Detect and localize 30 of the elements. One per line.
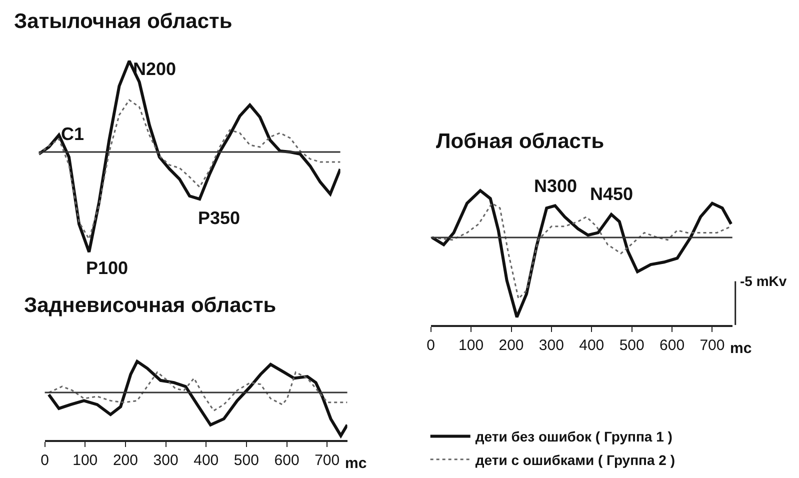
annotation: N200 <box>133 59 176 79</box>
x-tick-label: 100 <box>458 336 484 354</box>
x-tick-label: 500 <box>234 452 259 469</box>
x-tick-label: 200 <box>498 336 524 354</box>
x-axis-title: mc <box>730 340 752 357</box>
x-tick-label: 500 <box>619 336 644 354</box>
annotation: P350 <box>198 208 240 228</box>
x-tick-label: 600 <box>274 452 300 469</box>
x-tick-label: 100 <box>72 452 98 469</box>
x-tick-label: 300 <box>153 452 178 469</box>
annotation: N300 <box>534 176 578 196</box>
legend-label: дети с ошибками ( Группа 2 ) <box>475 452 676 468</box>
x-tick-label: 300 <box>538 336 564 354</box>
chart-title: Затылочная область <box>14 10 232 33</box>
text: P100 <box>86 258 128 278</box>
x-tick-label: 700 <box>700 336 725 354</box>
x-tick-label: 400 <box>579 336 604 354</box>
x-tick-label: 700 <box>314 452 340 469</box>
x-tick-label: 200 <box>112 452 138 469</box>
x-tick-label: 0 <box>40 452 49 469</box>
x-tick-label: 600 <box>660 336 685 354</box>
chart-title: Лобная область <box>436 130 604 153</box>
annotation: N450 <box>590 184 634 204</box>
chart-title: Задневисочная область <box>24 294 276 317</box>
x-tick-label: 0 <box>426 336 436 354</box>
x-tick-label: 400 <box>194 452 219 469</box>
annotation: C1 <box>61 124 84 144</box>
x-axis-title: mc <box>345 455 367 472</box>
text: -5 mKv <box>740 273 787 289</box>
legend-label: дети без ошибок ( Группа 1 ) <box>475 428 672 445</box>
